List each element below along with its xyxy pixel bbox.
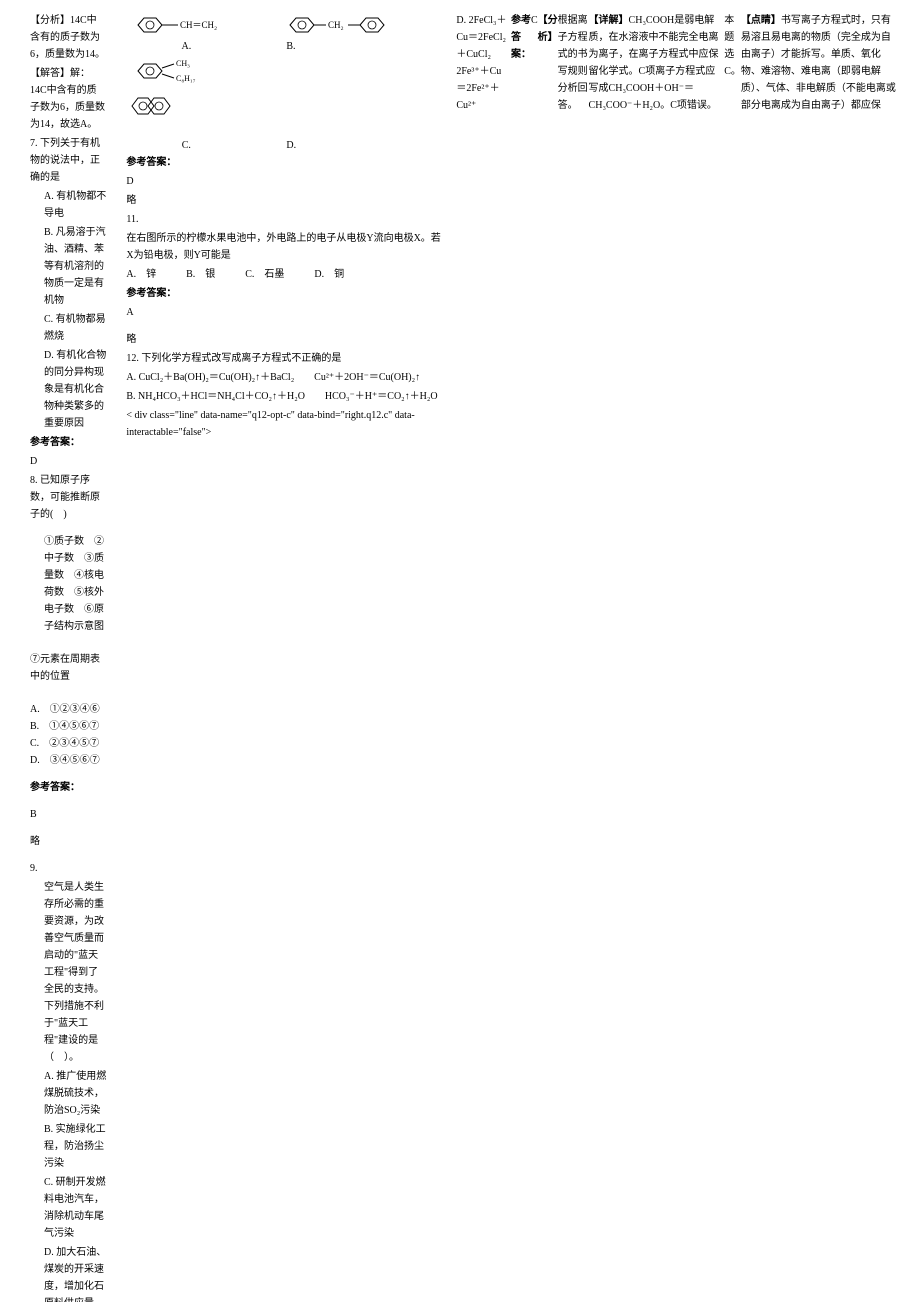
- tip-heading: 【点睛】: [741, 15, 781, 26]
- q12-analysis: 根据离子方程式的书写规则分析回答。: [558, 12, 589, 637]
- q12-tip: 【点睛】书写离子方程式时，只有易溶且易电离的物质（完全成为自由离子）才能拆写。单…: [741, 12, 900, 637]
- q8-list2: ⑦元素在周期表中的位置: [30, 651, 106, 685]
- ref-answer-label: 参考答案：: [30, 779, 106, 796]
- svg-text:CH₃: CH₃: [176, 59, 190, 68]
- ref-answer-label: 参考答案：: [126, 154, 446, 171]
- struct-styrene: CH＝CH₂: [126, 12, 246, 38]
- struct-biphenyl-ch2: CH₂: [286, 12, 446, 38]
- q11-num: 11.: [126, 211, 446, 228]
- q12-stem: 12. 下列化学方程式改写成离子方程式不正确的是: [126, 350, 446, 367]
- q7-opt-d: D. 有机化合物的同分异构现象是有机化合物种类繁多的重要原因: [30, 347, 106, 432]
- left-column: 【分析】14C中含有的质子数为6，质量数为14。 【解答】解：14C中含有的质子…: [20, 12, 116, 639]
- analysis-heading: 【分析】: [538, 12, 558, 637]
- svg-text:CH＝CH₂: CH＝CH₂: [180, 20, 217, 30]
- tiny-mark: [126, 121, 446, 135]
- opt-c-label: C.: [126, 137, 246, 154]
- q11-opts: A. 锌 B. 银 C. 石墨 D. 铜: [126, 266, 446, 283]
- q8-note: 略: [30, 833, 106, 850]
- q8-answer: B: [30, 806, 106, 823]
- ref-answer-label: 参考答案：: [126, 285, 446, 302]
- q9-opt-b: B. 实施绿化工程，防治扬尘污染: [30, 1121, 106, 1172]
- q9-opt-a: A. 推广使用燃煤脱硫技术，防治SO₂污染: [30, 1068, 106, 1119]
- opt-a-label: A.: [126, 38, 246, 55]
- q10-options-row2: [126, 91, 446, 121]
- q9-opt-c: C. 研制开发燃料电池汽车，消除机动车尾气污染: [30, 1174, 106, 1242]
- detail-heading: 【详解】: [589, 15, 629, 26]
- q7-stem: 7. 下列关于有机物的说法中，正确的是: [30, 135, 106, 186]
- ref-answer-label: 参考答案：: [511, 12, 531, 637]
- q10-note: 略: [126, 192, 446, 209]
- q12-detail-text: CH₃COOH是弱电解质，在水溶液中不能完全电离为离子，在离子方程式中应保留化学…: [589, 15, 719, 111]
- q7-answer: D: [30, 453, 106, 470]
- q12-opt-d: D. 2FeCl₃＋Cu＝2FeCl₂＋CuCl₂ 2Fe³⁺＋Cu＝2Fe²⁺…: [456, 12, 511, 637]
- q11-stem: 在右图所示的柠檬水果电池中，外电路上的电子从电极Y流向电极X。若X为铅电极，则Y…: [126, 230, 446, 264]
- opt-d-label: D.: [286, 137, 446, 154]
- svg-text:C₈H₁₇: C₈H₁₇: [176, 74, 196, 83]
- q8-stem: 8. 已知原子序数，可能推断原子的( ): [30, 472, 106, 523]
- svg-text:CH₂: CH₂: [328, 20, 344, 30]
- q12-tip-text: 书写离子方程式时，只有易溶且易电离的物质（完全成为自由离子）才能拆写。单质、氧化…: [741, 15, 896, 111]
- q7-opt-b: B. 凡易溶于汽油、酒精、苯等有机溶剂的物质一定是有机物: [30, 224, 106, 309]
- q9-opt-d: D. 加大石油、煤炭的开采速度，增加化石原料供应量: [30, 1244, 106, 1302]
- q10-label-row1: A. B.: [126, 38, 446, 55]
- q7-opt-a: A. 有机物都不导电: [30, 188, 106, 222]
- explain-text: 【解答】解：14C中含有的质子数为6，质量数为14，故选A。: [30, 65, 106, 133]
- q7-opt-c: C. 有机物都易燃烧: [30, 311, 106, 345]
- struct-naphthalene: [126, 91, 246, 121]
- q8-opts: A. ①②③④⑥ B. ①④⑤⑥⑦ C. ②③④⑤⑦ D. ③④⑤⑥⑦: [30, 701, 106, 769]
- q12-pick: 本题选C。: [724, 12, 741, 637]
- q12-opt-a: A. CuCl₂＋Ba(OH)₂＝Cu(OH)₂↑＋BaCl₂ Cu²⁺＋2OH…: [126, 369, 446, 386]
- ref-answer-label: 参考答案：: [30, 434, 106, 451]
- right-column: CH＝CH₂ CH₂ A. B. CH₃ C: [116, 12, 456, 639]
- q12-detail: 【详解】CH₃COOH是弱电解质，在水溶液中不能完全电离为离子，在离子方程式中应…: [589, 12, 725, 637]
- q11-note: 略: [126, 331, 446, 348]
- opt-b-label: B.: [286, 38, 446, 55]
- q10-answer: D: [126, 173, 446, 190]
- q9-stem: 空气是人类生存所必需的重要资源，为改善空气质量而启动的"蓝天工程"得到了全民的支…: [30, 879, 106, 1066]
- q9-num: 9.: [30, 860, 106, 877]
- struct-alkylbenzene: CH₃ C₈H₁₇: [126, 55, 446, 87]
- q8-list: ①质子数 ②中子数 ③质量数 ④核电荷数 ⑤核外电子数 ⑥原子结构示意图: [30, 533, 106, 635]
- q10-options-row1: CH＝CH₂ CH₂: [126, 12, 446, 38]
- q12-opt-b: B. NH₄HCO₃＋HCl＝NH₄Cl＋CO₂↑＋H₂O HCO₃⁻＋H⁺＝C…: [126, 388, 446, 405]
- q11-answer: A: [126, 304, 446, 321]
- q12-answer: C: [531, 12, 538, 637]
- analysis-text: 【分析】14C中含有的质子数为6，质量数为14。: [30, 12, 106, 63]
- q10-label-row2: C. D.: [126, 137, 446, 154]
